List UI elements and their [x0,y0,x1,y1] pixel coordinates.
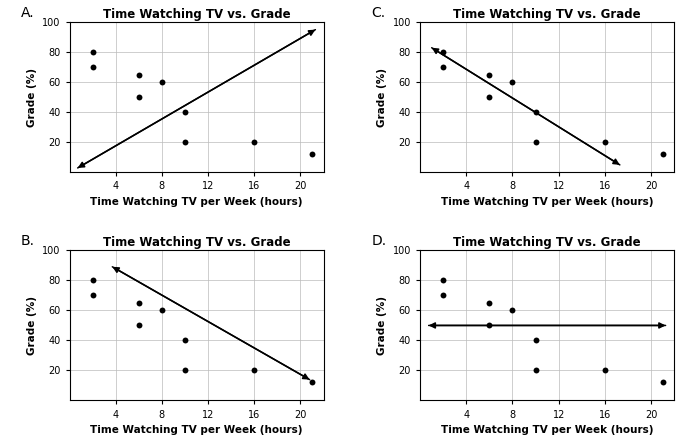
X-axis label: Time Watching TV per Week (hours): Time Watching TV per Week (hours) [441,197,653,207]
Point [438,64,449,71]
Y-axis label: Grade (%): Grade (%) [26,68,37,127]
Point [484,94,495,101]
Point [249,139,260,146]
Point [530,139,541,146]
Y-axis label: Grade (%): Grade (%) [377,296,387,355]
Point [599,367,610,374]
X-axis label: Time Watching TV per Week (hours): Time Watching TV per Week (hours) [441,425,653,435]
Point [306,379,318,386]
Point [530,367,541,374]
X-axis label: Time Watching TV per Week (hours): Time Watching TV per Week (hours) [90,197,303,207]
Point [599,139,610,146]
Text: D.: D. [371,234,386,248]
Point [530,337,541,344]
Point [133,71,145,78]
Point [438,277,449,284]
Point [507,307,518,314]
Point [179,139,190,146]
Point [87,49,98,56]
Point [530,109,541,116]
Point [507,79,518,86]
Y-axis label: Grade (%): Grade (%) [26,296,37,355]
Point [156,79,167,86]
Text: C.: C. [371,6,386,20]
Point [484,322,495,329]
Title: Time Watching TV vs. Grade: Time Watching TV vs. Grade [103,236,291,249]
Point [87,64,98,71]
Point [657,379,668,386]
Point [306,151,318,158]
Text: B.: B. [21,234,35,248]
Point [657,151,668,158]
Point [87,277,98,284]
Point [438,292,449,299]
Text: A.: A. [21,6,35,20]
Title: Time Watching TV vs. Grade: Time Watching TV vs. Grade [103,8,291,21]
Point [133,299,145,307]
Point [133,322,145,329]
Title: Time Watching TV vs. Grade: Time Watching TV vs. Grade [453,236,641,249]
Point [179,109,190,116]
Point [249,367,260,374]
Point [484,299,495,307]
X-axis label: Time Watching TV per Week (hours): Time Watching TV per Week (hours) [90,425,303,435]
Point [133,94,145,101]
Point [179,337,190,344]
Y-axis label: Grade (%): Grade (%) [377,68,387,127]
Title: Time Watching TV vs. Grade: Time Watching TV vs. Grade [453,8,641,21]
Point [156,307,167,314]
Point [484,71,495,78]
Point [179,367,190,374]
Point [87,292,98,299]
Point [438,49,449,56]
